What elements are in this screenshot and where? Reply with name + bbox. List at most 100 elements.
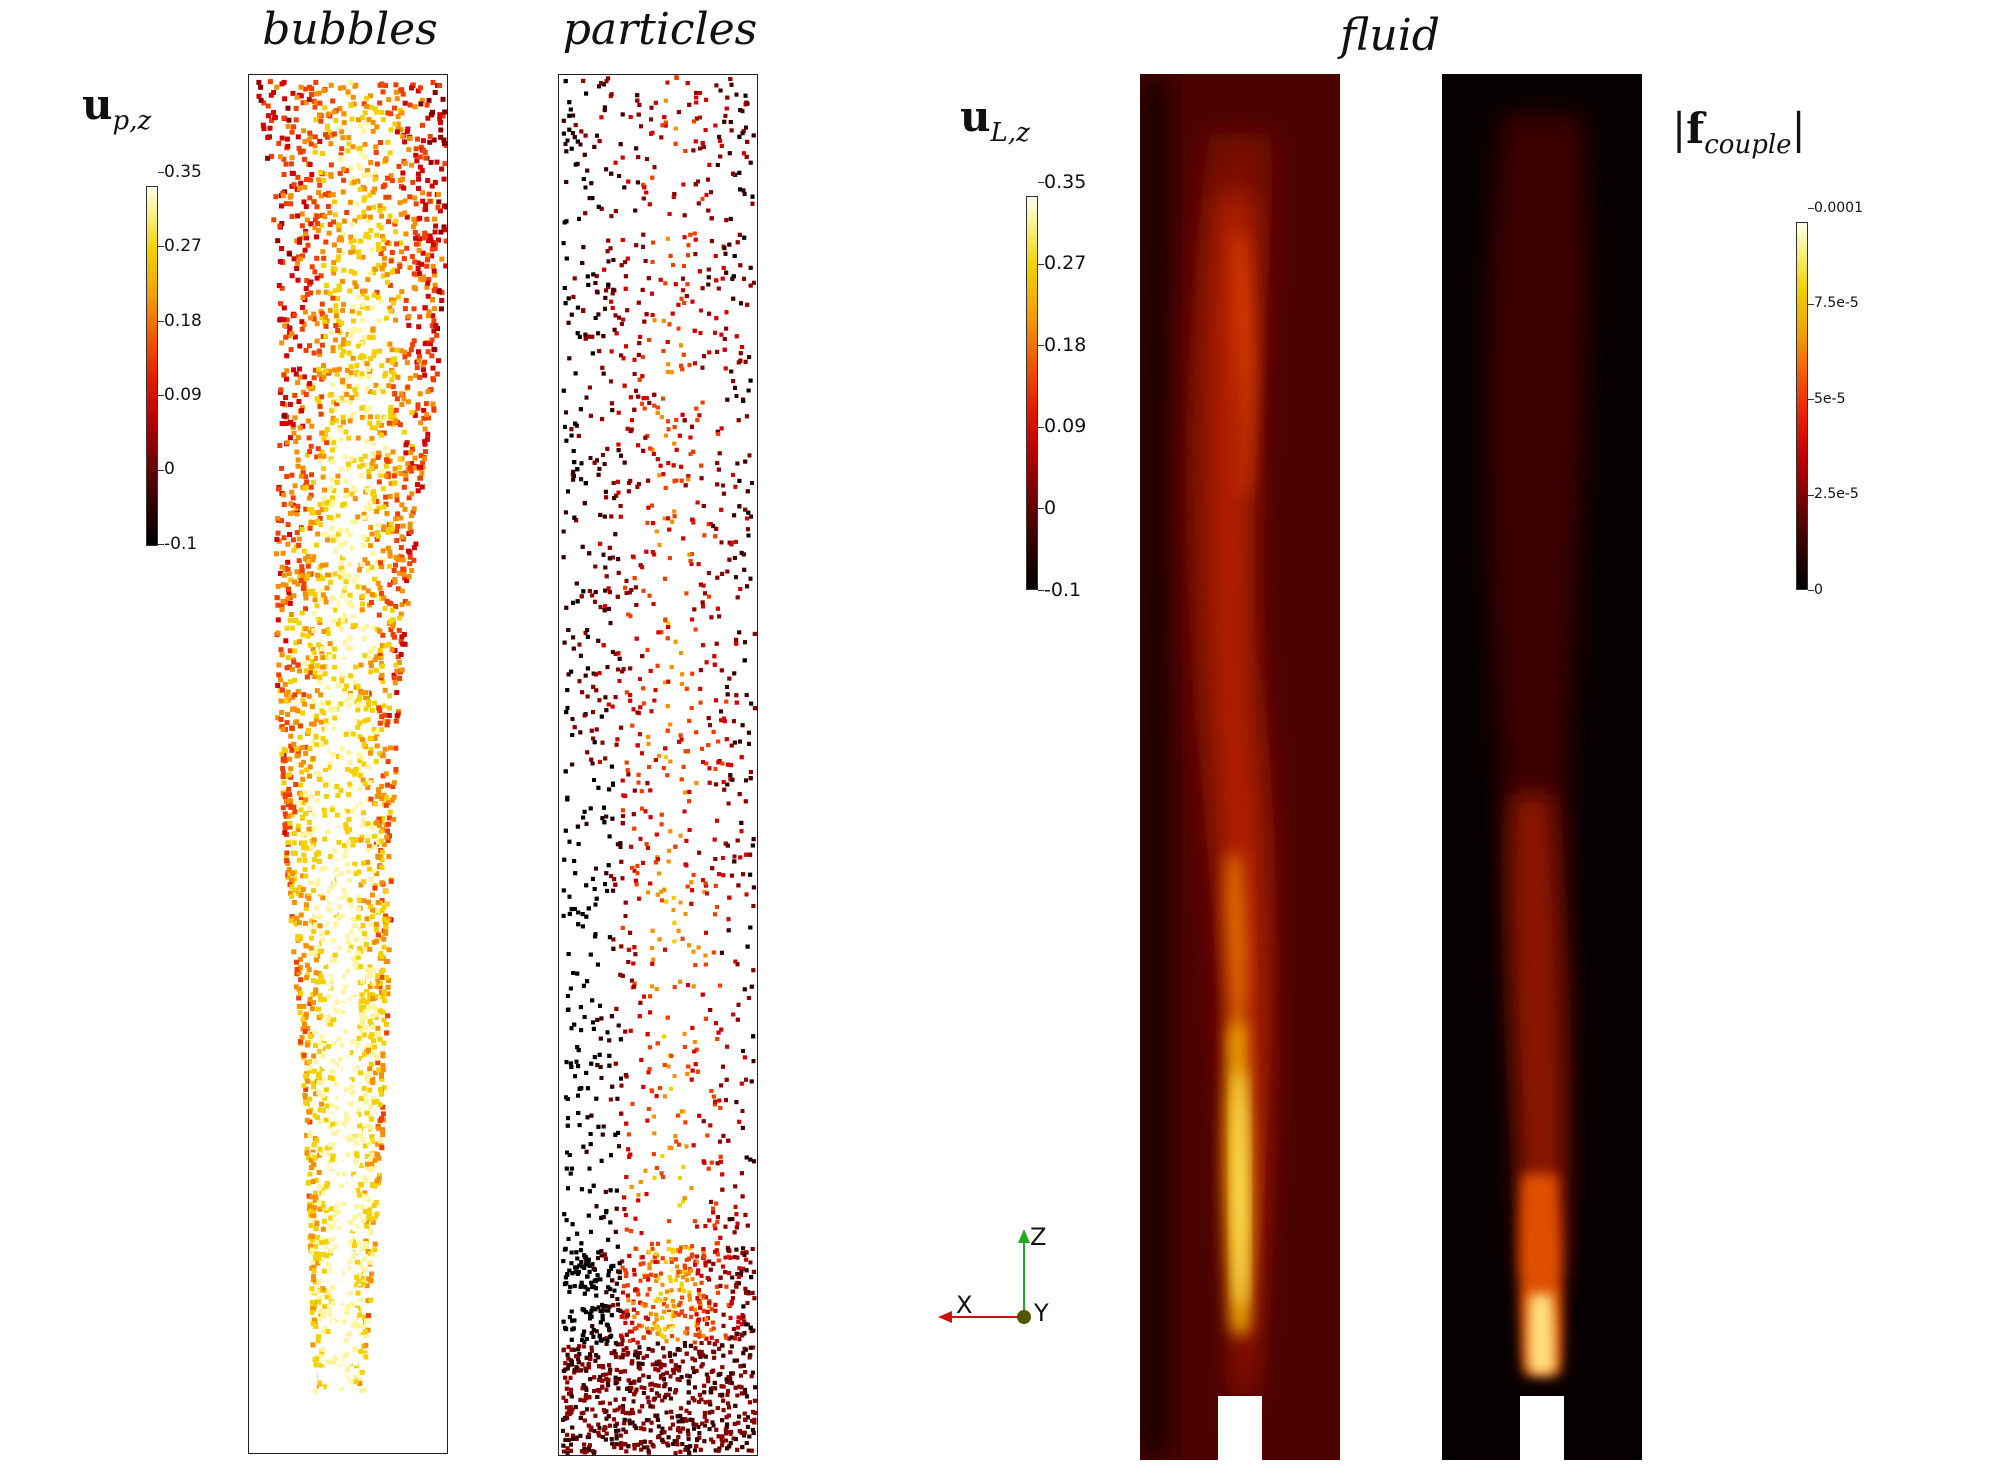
bubble (287, 756, 293, 762)
bubble (329, 503, 335, 508)
bubble (339, 1368, 345, 1374)
bubble (387, 809, 393, 815)
bubble (361, 128, 367, 134)
bubble (348, 364, 354, 370)
bubble (323, 1008, 329, 1014)
bubble (377, 984, 383, 990)
bubble (334, 931, 340, 937)
bubble (337, 1131, 343, 1137)
bubble (351, 270, 357, 276)
bubble (360, 737, 366, 743)
bubble (404, 578, 410, 584)
bubble (274, 551, 279, 557)
bubble (366, 699, 371, 705)
bubble (401, 185, 407, 191)
bubble (356, 295, 362, 300)
bubble (321, 1255, 327, 1261)
bubble (290, 706, 295, 712)
bubble (374, 509, 380, 514)
bubble (321, 1218, 327, 1224)
bubble (379, 898, 385, 903)
bubble (350, 1039, 356, 1045)
bubble (294, 260, 300, 266)
bubble (435, 191, 441, 197)
bubble (313, 117, 319, 123)
bubble (397, 465, 403, 470)
bubble (382, 746, 388, 752)
bubble (346, 1266, 352, 1272)
bubble (353, 767, 359, 772)
bubble (350, 221, 355, 227)
bubble (422, 305, 428, 311)
bubble (337, 1289, 343, 1295)
bubble (376, 222, 382, 228)
bubble (357, 986, 363, 991)
bubble (300, 710, 306, 716)
bubble (375, 414, 380, 420)
bubble (287, 251, 292, 257)
bubble (431, 137, 437, 143)
bubble (348, 646, 354, 651)
bubble (312, 1068, 318, 1074)
bubble (409, 254, 415, 259)
bubble (330, 1058, 336, 1064)
bubble (303, 347, 309, 353)
bubble (435, 205, 441, 210)
bubble (340, 232, 346, 237)
bubble (431, 328, 437, 334)
bubble (309, 423, 315, 429)
bubble (384, 901, 390, 907)
bubble (366, 1214, 372, 1220)
bubble (327, 291, 333, 296)
bubble (337, 125, 343, 131)
bubble (299, 223, 305, 229)
bubble (358, 341, 364, 347)
bubble (321, 466, 327, 472)
bubble (328, 1381, 334, 1387)
bubble (326, 129, 332, 135)
bubble (310, 1306, 316, 1312)
bubble (296, 186, 302, 191)
bubble (298, 723, 303, 729)
bubble (289, 129, 295, 135)
bubble (305, 1180, 311, 1186)
bubble (340, 1305, 346, 1311)
bubble (309, 1237, 315, 1243)
bubble (340, 1201, 346, 1207)
bubble (335, 542, 341, 548)
bubble (335, 1004, 341, 1010)
bubble (328, 1206, 334, 1212)
bubble (348, 102, 354, 108)
bubble (427, 233, 433, 239)
bubble (387, 305, 393, 311)
bubble (379, 432, 385, 438)
bubble (321, 453, 327, 459)
bubble (400, 557, 406, 563)
bubble (341, 398, 347, 404)
bubble (399, 391, 405, 397)
bubble (308, 523, 314, 528)
bubble (342, 916, 348, 922)
bubble (327, 1359, 332, 1365)
bubble (407, 375, 413, 381)
bubble (355, 1039, 361, 1045)
bubble (356, 1240, 361, 1246)
bubble (351, 318, 356, 324)
bubble (387, 693, 393, 699)
bubble (385, 529, 391, 535)
bubble (323, 964, 329, 969)
bubble (282, 323, 288, 329)
bubble (335, 991, 341, 997)
bubble (364, 944, 370, 950)
bubble (385, 1013, 391, 1019)
bubble (402, 160, 408, 166)
bubble (341, 1014, 347, 1019)
bubble (358, 1349, 364, 1354)
bubble (326, 994, 332, 1000)
bubble (352, 960, 358, 965)
bubble (358, 804, 364, 810)
bubble (330, 447, 335, 453)
bubble (360, 1015, 366, 1021)
bubble (390, 632, 396, 637)
bubble (355, 954, 361, 960)
